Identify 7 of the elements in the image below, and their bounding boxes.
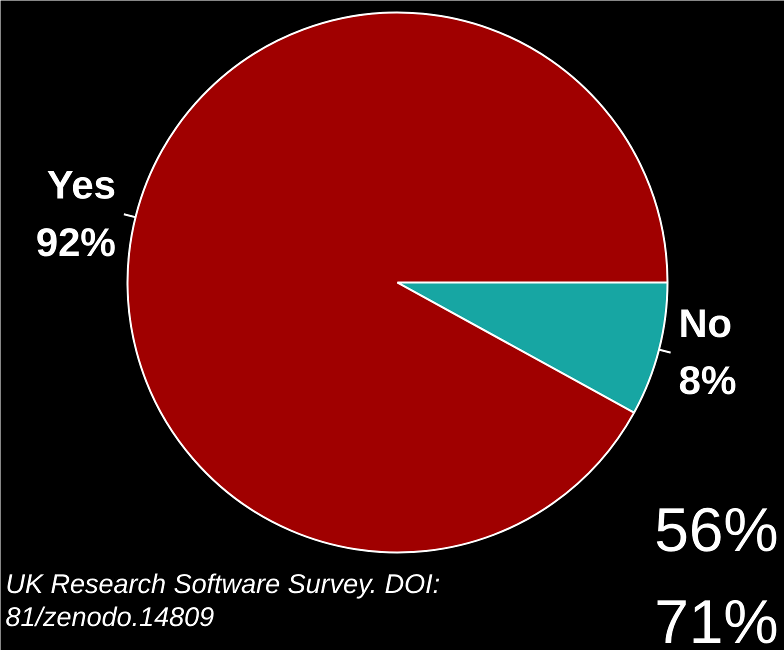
text: UK Research Software Survey. DOI: 81/zenodo.14809 [6,569,440,632]
text: 71% [654,588,779,650]
slice-label: Yes [46,164,116,208]
data-label: 8% [678,359,736,404]
slice-label: No [678,302,732,346]
data-label: 92% [36,220,116,265]
text: 56% [654,496,779,565]
